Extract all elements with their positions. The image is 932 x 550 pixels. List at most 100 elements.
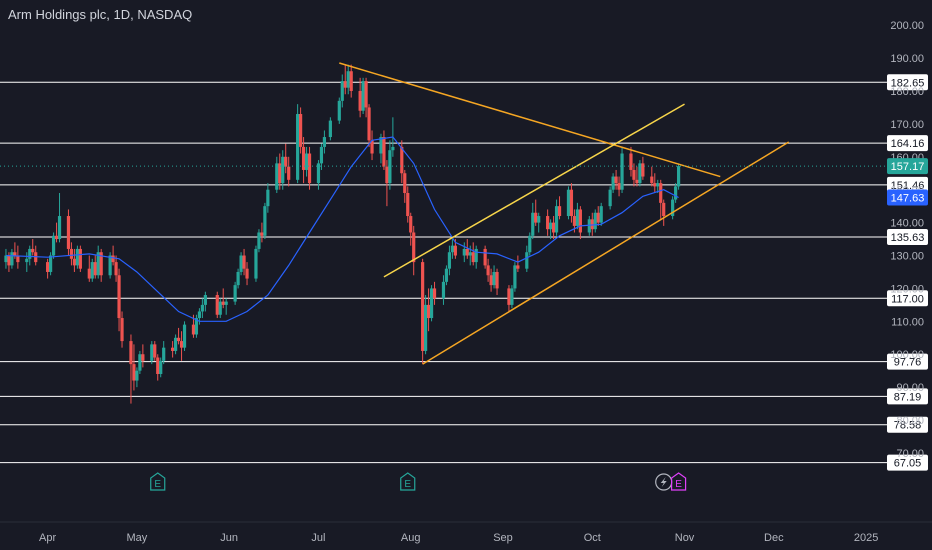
candle-body [471, 252, 475, 263]
level-label-box [887, 135, 928, 152]
level-label: 151.46 [891, 180, 925, 192]
candle-body [221, 301, 225, 305]
candle-body [239, 255, 243, 272]
candle-body [138, 354, 142, 371]
current-price-box [887, 158, 928, 175]
candle-body [453, 245, 457, 256]
candle-body [87, 268, 91, 279]
candle-body [99, 252, 103, 276]
candle-body [340, 81, 344, 101]
candle-body [316, 163, 321, 184]
candle-body [641, 163, 645, 177]
candle-body [465, 248, 469, 256]
x-tick-label: May [127, 532, 148, 544]
candle-body [403, 173, 407, 193]
ma-line [5, 136, 679, 322]
candle-body [566, 189, 571, 217]
candle-body [653, 183, 657, 187]
chart-title: Arm Holdings plc, 1D, NASDAQ [8, 7, 193, 22]
candle-body [531, 212, 535, 236]
candle-body [200, 304, 204, 312]
y-tick-label: 180.00 [890, 86, 924, 98]
earnings-icon[interactable]: E [150, 472, 166, 491]
candle-body [28, 248, 32, 259]
x-tick-label: Jun [220, 532, 238, 544]
candle-body [358, 90, 362, 111]
y-tick-label: 90.00 [896, 382, 924, 394]
earnings-icon[interactable]: E [670, 472, 687, 491]
candle-body [659, 183, 663, 203]
x-axis: Apr May Jun Jul Aug Sep Oct Nov Dec 2025 [39, 532, 878, 544]
candle-body [296, 114, 300, 180]
level-label-box [887, 74, 928, 91]
candle-body [129, 341, 133, 365]
level-label: 78.58 [894, 420, 922, 432]
candle-body [674, 186, 678, 200]
candle-body [676, 166, 681, 187]
candle-body [551, 222, 556, 233]
candle-body [421, 262, 425, 351]
x-tick-label: Nov [675, 532, 695, 544]
candle-body [599, 206, 603, 223]
candle-body [150, 344, 154, 361]
level-label: 164.16 [891, 138, 925, 150]
candle-body [215, 295, 219, 315]
candle-body [546, 216, 550, 230]
candle-body [236, 271, 240, 286]
level-label: 87.19 [894, 391, 922, 403]
candle-body [474, 248, 478, 263]
candle-body [69, 248, 74, 259]
candle-body [162, 347, 166, 361]
earnings-icon[interactable]: E [400, 472, 416, 491]
candle-body [203, 295, 207, 305]
lightning-icon[interactable] [655, 473, 673, 491]
moving-average [5, 136, 679, 322]
candle-body [462, 248, 466, 256]
candle-body [284, 156, 288, 167]
candle-body [304, 153, 309, 170]
candle-body [587, 219, 591, 233]
earnings-shape [400, 472, 416, 491]
candle-body [301, 146, 306, 170]
lightning-bolt [660, 477, 667, 487]
y-tick-label: 120.00 [890, 283, 924, 295]
candle-body [614, 176, 618, 184]
candle-body [197, 311, 202, 319]
ma-price-label: 147.63 [891, 193, 925, 205]
candle-body [424, 304, 428, 351]
candle-body [671, 199, 675, 217]
candle-body [174, 337, 178, 351]
earnings-label: E [154, 479, 161, 490]
candle-body [90, 262, 94, 279]
candle-body [31, 248, 35, 253]
candle-body [72, 258, 77, 266]
candle-body [51, 235, 56, 256]
candle-body [400, 146, 404, 174]
x-tick-label: Apr [39, 532, 56, 544]
candle-body [96, 252, 100, 276]
level-label-box [887, 416, 928, 433]
candle-body [385, 166, 389, 184]
candle-body [254, 248, 258, 279]
candle-body [635, 179, 639, 184]
candle-body [182, 324, 187, 348]
candle-body [412, 232, 416, 263]
candle-body [13, 252, 17, 256]
candle-body [569, 189, 574, 217]
level-label-box [887, 228, 928, 245]
candle-body [537, 216, 541, 223]
candle-body [111, 255, 115, 263]
candle-body [194, 318, 199, 335]
candle-body [10, 252, 14, 266]
level-label: 67.05 [894, 458, 922, 470]
candle-body [429, 288, 434, 319]
candle-body [441, 281, 446, 299]
x-tick-label: Jul [311, 532, 325, 544]
candle-body [159, 360, 163, 374]
candle-body [632, 169, 636, 180]
candle-body [141, 354, 145, 361]
candle-body [507, 288, 511, 305]
candle-body [156, 357, 160, 374]
candle-body [263, 206, 267, 236]
